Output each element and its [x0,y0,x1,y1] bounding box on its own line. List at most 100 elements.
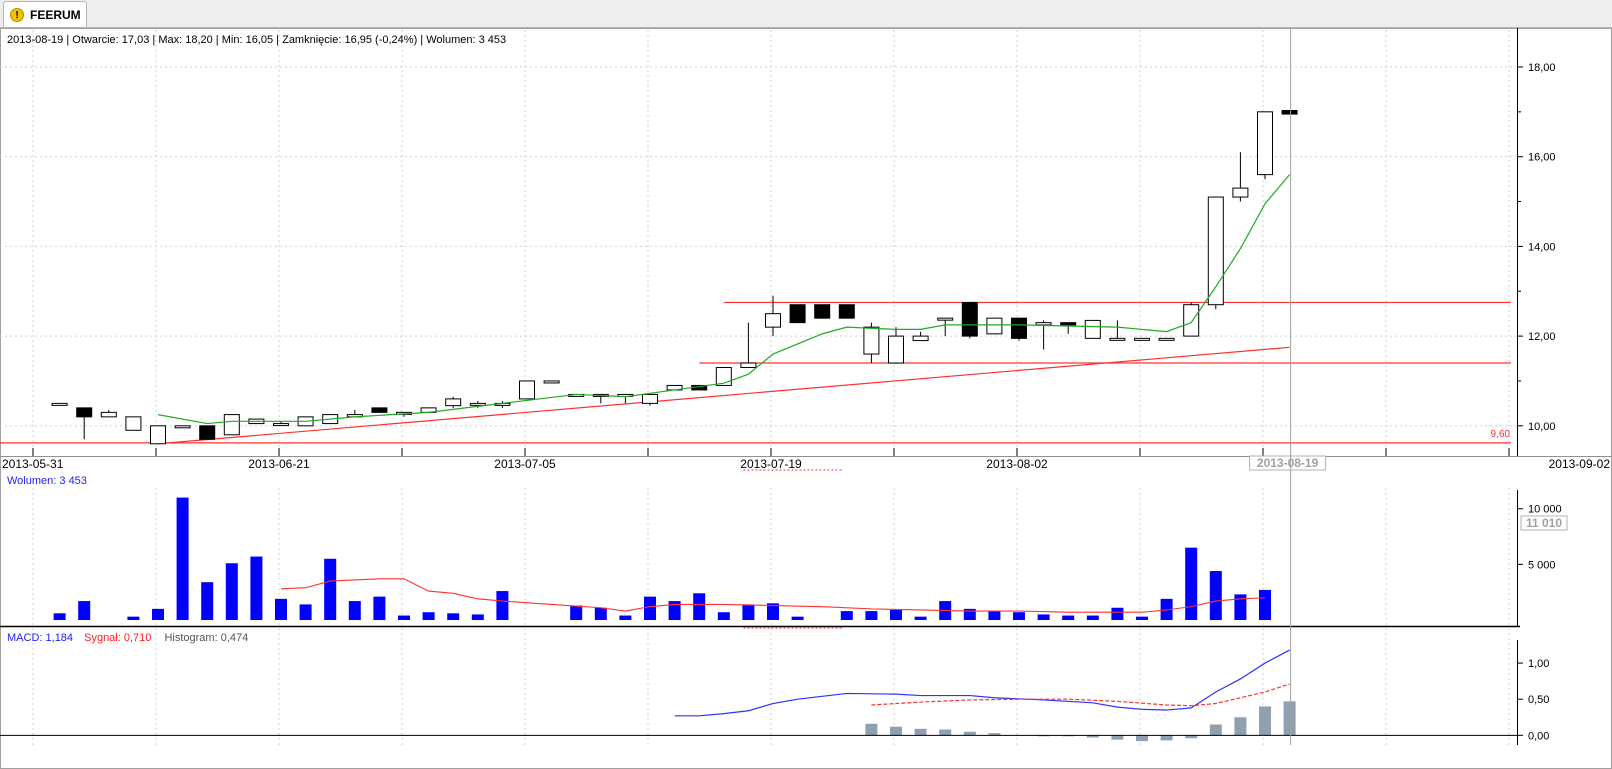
volume-bar [1185,547,1198,620]
volume-bar [791,616,804,620]
trendline-label: 9,60 [1491,429,1511,440]
volume-bar [1111,607,1124,620]
candle-body [765,313,781,328]
volume-bar [963,608,976,620]
crosshair-date-label: 2013-08-19 [1257,456,1319,470]
volume-bar [570,605,583,620]
histogram-bar [963,731,976,736]
volume-bar [275,598,287,620]
y-tick-label: 10 000 [1528,504,1562,516]
volume-bar [225,563,238,620]
volume-bar [1086,615,1099,620]
candle-body [814,304,831,319]
candle-body [1084,319,1101,339]
volume-bar [890,609,902,620]
y-tick-label: 14,00 [1528,241,1556,253]
info-change: (-0,24%) [375,34,417,46]
volume-legend: Wolumen: 3 453 [7,475,87,487]
candle-body [1158,337,1175,341]
candle-body [986,317,1003,335]
volume-legend-value: 3 453 [59,475,87,487]
macd-y-ticks: 0,00 0,50 1,00 [0,658,1549,742]
candle-body [469,402,486,406]
volume-bar [594,607,607,620]
info-low-label: Min: [222,34,243,46]
date-axis: 2013-05-31 2013-06-21 2013-07-05 2013-07-19… [2,448,1610,471]
volume-bar [742,604,755,620]
candle-body [76,407,93,418]
candle-body [642,393,658,404]
candle-body [150,425,166,445]
candle-body [740,362,757,369]
trendline [157,346,1290,445]
candle-body [223,414,240,436]
x-tick-label: 2013-07-19 [740,457,802,471]
volume-bar [447,613,460,620]
price-y-ticks: 10,00 12,00 14,00 16,00 18,00 [1517,62,1556,433]
candle-body [937,317,954,321]
candle-body [174,425,191,429]
candles [51,109,1298,445]
candle-body [1134,337,1150,341]
x-tick-label: 2013-06-21 [248,457,310,471]
volume-bar [644,596,656,620]
volume-bar [299,604,312,620]
volume-bar [496,591,509,620]
candle-body [838,304,855,319]
histogram-bar [865,723,878,736]
candle-body [543,380,560,384]
sma-path [157,174,1291,425]
histogram-bar [890,726,902,736]
info-low: 16,05 [246,34,274,46]
x-tick-label: 2013-09-02 [1549,457,1611,471]
candle-body [445,398,462,407]
candle-body [1011,317,1027,339]
macd-legend-value: 1,184 [46,632,74,644]
volume-bars [53,497,1271,620]
signal-path [871,683,1290,707]
volume-bar [914,616,927,620]
chart-frame [0,28,1612,769]
histogram-bar [988,733,1001,736]
candle-body [789,304,806,324]
volume-bar [767,603,779,620]
info-open: 17,03 [122,34,150,46]
volume-bar [78,601,91,620]
tab-feerum[interactable]: ! FEERUM [3,1,87,27]
volume-bar [1234,594,1247,620]
volume-bar [1136,616,1148,620]
volume-bar [53,613,66,620]
volume-bar [1259,589,1271,620]
volume-bar [152,608,164,620]
candle-body [1257,111,1273,176]
y-tick-label: 18,00 [1528,62,1556,74]
volume-average-line [280,578,1266,629]
histogram-bar [1111,735,1124,740]
histogram-bar [1185,735,1198,739]
y-tick-label: 5 000 [1528,559,1556,571]
volume-bar [422,612,435,620]
x-tick-label: 2013-05-31 [2,457,64,471]
volume-bar [1037,614,1050,620]
volume-bar [250,556,263,620]
histogram-bar [1160,735,1173,741]
info-close-label: Zamknięcie: [282,34,341,46]
volume-bar [398,615,410,620]
volume-bar [201,582,214,620]
volume-bar [988,611,1001,620]
tab-label: FEERUM [30,7,81,22]
toolbar: ! FEERUM [0,0,1612,28]
candle-body [125,416,142,431]
volume-bar [1013,612,1025,620]
volume-bar [693,593,706,620]
candle-body [1207,196,1224,306]
y-tick-label: 0,00 [1528,730,1549,742]
candle-body [1183,304,1200,337]
candle-body [715,367,732,386]
last-value-box [1520,515,1568,531]
y-tick-label: 1,00 [1528,658,1549,670]
candle-body [863,326,880,355]
volume-bar [1062,615,1075,620]
